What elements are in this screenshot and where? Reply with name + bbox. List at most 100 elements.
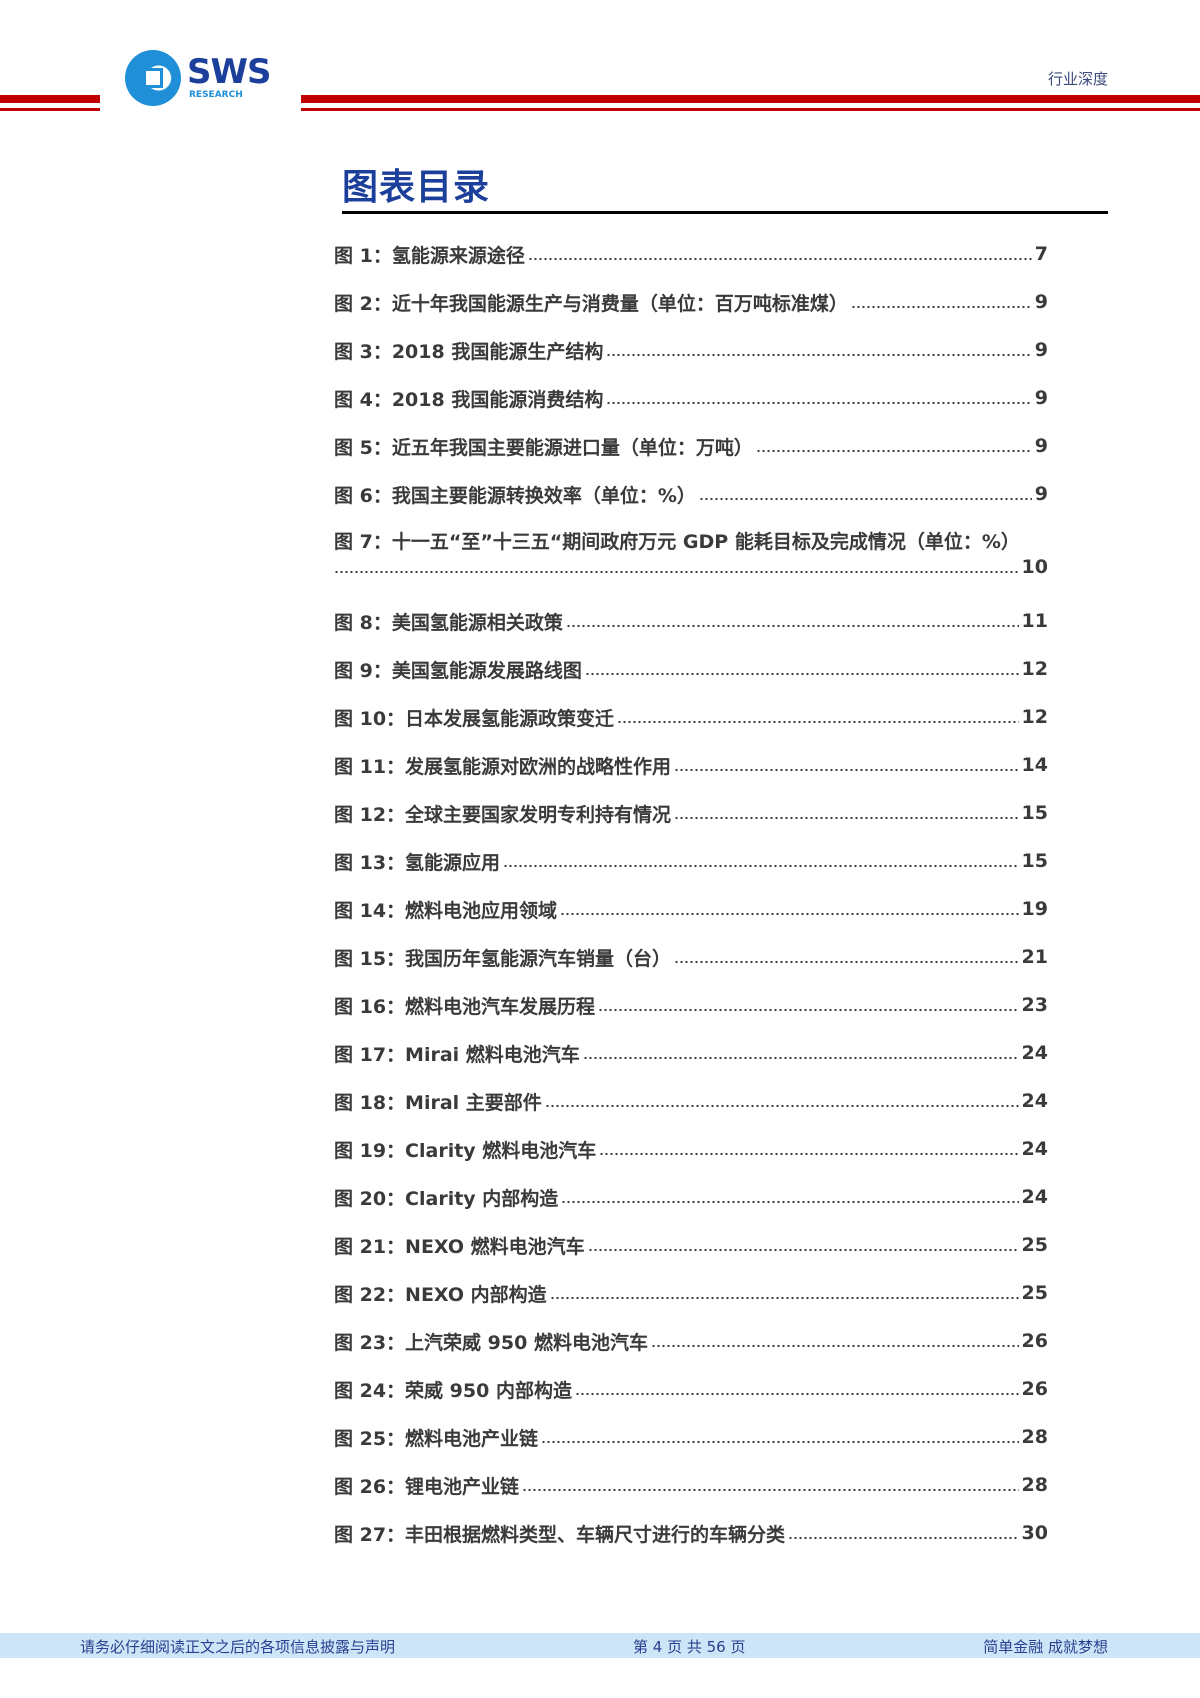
dot-leader: [544, 1104, 1019, 1108]
dot-leader: [527, 257, 1032, 261]
toc-entry[interactable]: 图 15：我国历年氢能源汽车销量（台） 21: [334, 933, 1048, 981]
toc-entry-label: 图 12：全球主要国家发明专利持有情况: [334, 803, 672, 826]
toc-entry-label: 图 25：燃料电池产业链: [334, 1427, 539, 1450]
dot-leader: [606, 353, 1032, 357]
toc-entry[interactable]: 图 20：Clarity 内部构造 24: [334, 1173, 1048, 1221]
toc-entry[interactable]: 图 1：氢能源来源途径 7: [334, 230, 1048, 278]
toc-entry-page: 9: [1034, 387, 1048, 409]
dot-leader: [599, 1152, 1019, 1156]
toc-entry-page: 14: [1021, 754, 1048, 776]
toc-entry[interactable]: 图 13：氢能源应用 15: [334, 837, 1048, 885]
toc-entry-label: 图 5：近五年我国主要能源进口量（单位：万吨）: [334, 436, 753, 459]
toc-entry-page: 9: [1034, 483, 1048, 505]
dot-leader: [650, 1344, 1019, 1348]
toc-entry-label: 图 3：2018 我国能源生产结构: [334, 340, 604, 363]
header-rule-right-thin: [301, 108, 1200, 111]
toc-entry-label: 图 6：我国主要能源转换效率（单位：%）: [334, 484, 696, 507]
toc-entry-page: 7: [1034, 243, 1048, 265]
toc-entry[interactable]: 图 5：近五年我国主要能源进口量（单位：万吨） 9: [334, 422, 1048, 470]
toc-entry-label: 图 19：Clarity 燃料电池汽车: [334, 1139, 597, 1162]
toc-entry[interactable]: 图 6：我国主要能源转换效率（单位：%） 9: [334, 470, 1048, 518]
footer-band: 请务必仔细阅读正文之后的各项信息披露与声明 第 4 页 共 56 页 简单金融 …: [0, 1633, 1200, 1658]
toc-entry[interactable]: 图 26：锂电池产业链 28: [334, 1461, 1048, 1509]
table-of-figures: 图 1：氢能源来源途径 7 图 2：近十年我国能源生产与消费量（单位：百万吨标准煤）…: [334, 230, 1048, 1557]
footer-disclaimer[interactable]: 请务必仔细阅读正文之后的各项信息披露与声明: [80, 1638, 396, 1656]
toc-entry-page: 15: [1021, 850, 1048, 872]
logo-emblem-icon: [125, 50, 181, 106]
dot-leader: [334, 570, 1019, 574]
dot-leader: [541, 1440, 1019, 1444]
toc-entry-label: 图 21：NEXO 燃料电池汽车: [334, 1235, 585, 1258]
toc-entry[interactable]: 图 7：十一五“至”十三五“期间政府万元 GDP 能耗目标及完成情况（单位：%）…: [334, 518, 1048, 597]
toc-entry[interactable]: 图 24：荣威 950 内部构造 26: [334, 1365, 1048, 1413]
sws-logo: SWS RESEARCH: [125, 50, 280, 110]
toc-entry-label: 图 8：美国氢能源相关政策: [334, 611, 563, 634]
toc-entry-page: 30: [1021, 1522, 1048, 1544]
toc-entry-page: 23: [1021, 994, 1048, 1016]
dot-leader: [587, 1248, 1019, 1252]
toc-entry-page: 26: [1021, 1330, 1048, 1352]
toc-entry[interactable]: 图 25：燃料电池产业链 28: [334, 1413, 1048, 1461]
toc-entry-page: 11: [1021, 610, 1048, 632]
toc-entry-label: 图 11：发展氢能源对欧洲的战略性作用: [334, 755, 672, 778]
toc-entry[interactable]: 图 12：全球主要国家发明专利持有情况 15: [334, 789, 1048, 837]
toc-entry-page: 28: [1021, 1426, 1048, 1448]
toc-entry-page: 9: [1034, 339, 1048, 361]
toc-entry-page: 28: [1021, 1474, 1048, 1496]
toc-entry-label: 图 4：2018 我国能源消费结构: [334, 388, 604, 411]
dot-leader: [850, 305, 1032, 309]
toc-entry-label: 图 20：Clarity 内部构造: [334, 1187, 559, 1210]
toc-entry-label: 图 7：十一五“至”十三五“期间政府万元 GDP 能耗目标及完成情况（单位：%）: [334, 531, 1020, 553]
dot-leader: [598, 1008, 1019, 1012]
toc-entry-label: 图 16：燃料电池汽车发展历程: [334, 995, 596, 1018]
toc-entry-label: 图 18：Miral 主要部件: [334, 1091, 542, 1114]
toc-entry[interactable]: 图 11：发展氢能源对欧洲的战略性作用 14: [334, 741, 1048, 789]
page-number: 第 4 页 共 56 页: [633, 1638, 746, 1656]
toc-entry-page: 24: [1021, 1042, 1048, 1064]
toc-entry[interactable]: 图 9：美国氢能源发展路线图 12: [334, 645, 1048, 693]
toc-entry-label: 图 22：NEXO 内部构造: [334, 1283, 547, 1306]
toc-entry-page: 21: [1021, 946, 1048, 968]
toc-entry[interactable]: 图 27：丰田根据燃料类型、车辆尺寸进行的车辆分类 30: [334, 1509, 1048, 1557]
toc-entry[interactable]: 图 16：燃料电池汽车发展历程 23: [334, 981, 1048, 1029]
toc-entry-label: 图 15：我国历年氢能源汽车销量（台）: [334, 947, 672, 970]
dot-leader: [674, 768, 1019, 772]
toc-entry[interactable]: 图 8：美国氢能源相关政策 11: [334, 597, 1048, 645]
logo-text: SWS: [187, 52, 271, 92]
toc-entry[interactable]: 图 23：上汽荣威 950 燃料电池汽车 26: [334, 1317, 1048, 1365]
toc-entry[interactable]: 图 14：燃料电池应用领域 19: [334, 885, 1048, 933]
toc-entry-label: 图 10：日本发展氢能源政策变迁: [334, 707, 615, 730]
toc-entry[interactable]: 图 21：NEXO 燃料电池汽车 25: [334, 1221, 1048, 1269]
toc-entry-label: 图 23：上汽荣威 950 燃料电池汽车: [334, 1331, 648, 1354]
toc-entry-page: 9: [1034, 291, 1048, 313]
toc-entry-page: 15: [1021, 802, 1048, 824]
toc-entry-page: 19: [1021, 898, 1048, 920]
dot-leader: [617, 720, 1019, 724]
toc-entry-page: 25: [1021, 1234, 1048, 1256]
toc-entry[interactable]: 图 22：NEXO 内部构造 25: [334, 1269, 1048, 1317]
footer-slogan: 简单金融 成就梦想: [983, 1638, 1108, 1656]
dot-leader: [698, 497, 1032, 501]
dot-leader: [582, 1056, 1019, 1060]
toc-entry-label: 图 13：氢能源应用: [334, 851, 501, 874]
toc-entry-page: 12: [1021, 658, 1048, 680]
toc-entry[interactable]: 图 4：2018 我国能源消费结构 9: [334, 374, 1048, 422]
header-rule-right-thick: [301, 95, 1200, 103]
toc-entry-page: 25: [1021, 1282, 1048, 1304]
toc-entry[interactable]: 图 2：近十年我国能源生产与消费量（单位：百万吨标准煤） 9: [334, 278, 1048, 326]
dot-leader: [574, 1392, 1019, 1396]
toc-entry[interactable]: 图 18：Miral 主要部件 24: [334, 1077, 1048, 1125]
toc-entry-label: 图 2：近十年我国能源生产与消费量（单位：百万吨标准煤）: [334, 292, 848, 315]
dot-leader: [565, 624, 1019, 628]
toc-entry[interactable]: 图 3：2018 我国能源生产结构 9: [334, 326, 1048, 374]
dot-leader: [549, 1296, 1019, 1300]
logo-subtext: RESEARCH: [189, 90, 243, 100]
dot-leader: [674, 960, 1019, 964]
dot-leader: [561, 1200, 1019, 1204]
toc-entry-page: 24: [1021, 1186, 1048, 1208]
dot-leader: [560, 912, 1019, 916]
toc-entry[interactable]: 图 10：日本发展氢能源政策变迁 12: [334, 693, 1048, 741]
toc-entry[interactable]: 图 19：Clarity 燃料电池汽车 24: [334, 1125, 1048, 1173]
toc-entry[interactable]: 图 17：Mirai 燃料电池汽车 24: [334, 1029, 1048, 1077]
toc-entry-page: 10: [1021, 556, 1048, 578]
